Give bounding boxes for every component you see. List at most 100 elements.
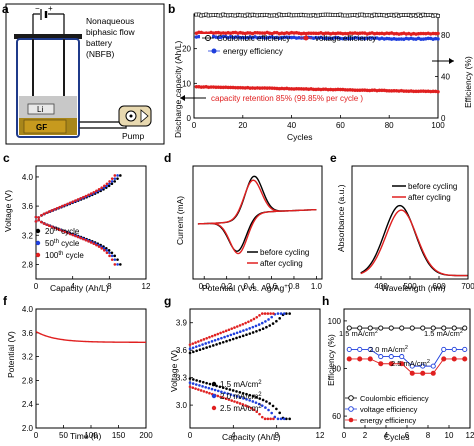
legend-rate-2p5: 2.5 mA/cm2	[220, 404, 262, 413]
discharge-point	[257, 402, 261, 406]
panel-g-legend: 1.5 mA/cm2 2.0 mA/cm2 2.5 mA/cm2	[211, 380, 262, 413]
panel-d-xlabel-end: )	[288, 283, 291, 293]
panel-d-plot: 0.0 0.2 0.4 0.6 0.8 1.0	[192, 165, 323, 291]
charge-point	[108, 180, 111, 183]
panel-f-ytick-label: 3.6	[22, 329, 34, 338]
legend-cycle-20-number: 20	[45, 227, 54, 236]
efficiency-point	[420, 370, 426, 376]
charge-point	[188, 347, 192, 351]
panel-h-ytick-label: 100	[328, 317, 342, 326]
arrow-right-head	[449, 58, 454, 64]
legend-cycle-100: 100th cycle	[45, 251, 84, 260]
panel-g-plot: 0 4 8 12 3.0 3.3 3.6 3.9	[176, 308, 325, 440]
legend-cycle-20-word: cycle	[59, 227, 80, 236]
discharge-point	[188, 381, 192, 384]
legend-ce: Coulombic efficiency	[360, 394, 429, 403]
charge-point	[195, 349, 198, 353]
legend-rate-1p5-sup: 2	[258, 380, 262, 386]
charge-point	[268, 324, 272, 327]
panel-e-plot: 400 500 600 700	[351, 165, 474, 291]
discharge-point	[249, 406, 253, 410]
charge-point	[87, 193, 90, 197]
efficiency-point	[441, 325, 447, 331]
discharge-point	[55, 227, 59, 231]
panel-b-xtick-label: 60	[336, 121, 345, 130]
charge-point	[257, 323, 261, 326]
charge-point	[242, 329, 245, 332]
discharge-point	[39, 220, 43, 224]
charge-point	[110, 180, 114, 183]
charge-point	[66, 202, 69, 206]
lithium-electrode	[27, 103, 55, 115]
charge-point	[113, 174, 117, 177]
charge-point	[205, 336, 208, 340]
efficiency-point	[462, 346, 468, 353]
discharge-point	[45, 223, 48, 226]
minus-sign: −	[35, 4, 40, 13]
discharge-point	[279, 417, 283, 421]
panel-f-xtick-label: 100	[84, 431, 98, 440]
charge-point	[191, 342, 195, 345]
panel-h-xtick-label: 0	[342, 431, 347, 440]
panel-f-axes-frame	[35, 308, 147, 429]
discharge-point	[34, 215, 38, 219]
efficiency-point	[430, 370, 436, 376]
charge-point	[71, 200, 75, 204]
discharge-point	[204, 385, 208, 389]
efficiency-point	[451, 346, 457, 353]
legend-cycle-20: 20th cycle	[45, 227, 80, 236]
discharge-point	[113, 258, 117, 261]
charge-point	[238, 330, 242, 334]
charge-point	[270, 315, 273, 319]
panel-c-xtick-label: 4	[70, 282, 75, 291]
discharge-point	[205, 391, 208, 394]
panel-f-xtick-label: 0	[34, 431, 39, 440]
panel-f-ytick-label: 2.0	[22, 424, 34, 433]
charge-point	[245, 333, 248, 337]
discharge-point	[100, 247, 103, 250]
panel-h-xlabel: Cycles	[384, 432, 410, 442]
charge-point	[74, 199, 77, 202]
charge-point	[225, 339, 228, 343]
legend-before-cycling: before cycling	[408, 182, 457, 191]
panel-c-ytick-label: 4.0	[22, 173, 34, 182]
charge-point	[39, 214, 43, 217]
charge-point	[199, 339, 203, 342]
charge-point	[231, 337, 235, 341]
efficiency-point	[388, 361, 394, 367]
legend-cycle-50-word: cycle	[59, 239, 80, 248]
panel-c-xtick-label: 0	[34, 282, 39, 291]
gf-label: GF	[36, 123, 47, 132]
discharge-point	[87, 240, 90, 243]
discharge-point	[110, 258, 114, 261]
charge-point	[76, 198, 80, 201]
panel-g-ylabel: Voltage (V)	[169, 350, 179, 392]
discharge-point	[218, 385, 222, 389]
charge-point	[223, 335, 226, 339]
panel-d-xlabel-sup: +	[284, 284, 288, 290]
charge-point	[278, 317, 282, 320]
charge-point	[82, 195, 85, 199]
discharge-point	[231, 389, 235, 392]
panel-d-xtick-label: 0.6	[266, 282, 278, 291]
charge-point	[235, 336, 238, 340]
discharge-point	[210, 387, 214, 391]
discharge-point	[71, 233, 75, 237]
panel-g-ytick-label: 3.9	[176, 319, 188, 328]
panel-f-ytick-label: 4.0	[22, 305, 34, 314]
panel-e-legend: before cycling after cycling	[392, 182, 457, 202]
panel-e-xtick-label: 600	[432, 282, 446, 291]
panel-b-ytick-label: 10	[182, 79, 191, 88]
discharge-point	[251, 394, 255, 398]
legend-marker-ce	[348, 395, 354, 401]
discharge-point	[47, 224, 51, 228]
charge-point	[207, 341, 211, 344]
discharge-point	[238, 396, 242, 399]
panel-f-xtick-label: 150	[112, 431, 126, 440]
charge-point	[103, 184, 106, 188]
efficiency-point	[367, 356, 373, 362]
efficiency-point	[462, 356, 468, 362]
charge-point	[201, 343, 204, 346]
discharge-point	[119, 263, 122, 266]
